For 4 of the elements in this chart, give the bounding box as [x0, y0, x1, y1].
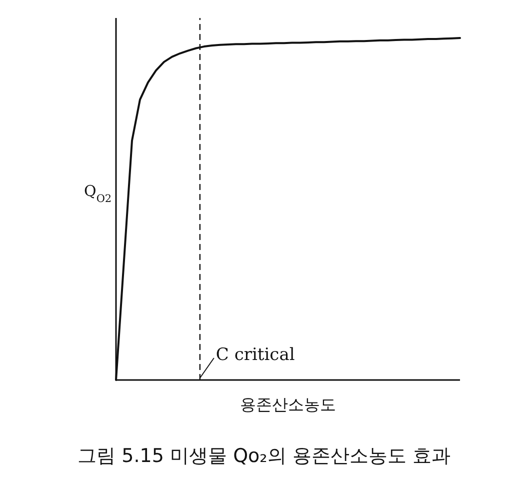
caption: 그림 5.15 미생물 Qo₂의 용존산소농도 효과 [78, 445, 450, 467]
annotation: C critical [216, 345, 295, 365]
x-axis-title: 용존산소농도 [240, 395, 336, 414]
y-axis-title: Q$_{O2}$ [84, 182, 112, 205]
